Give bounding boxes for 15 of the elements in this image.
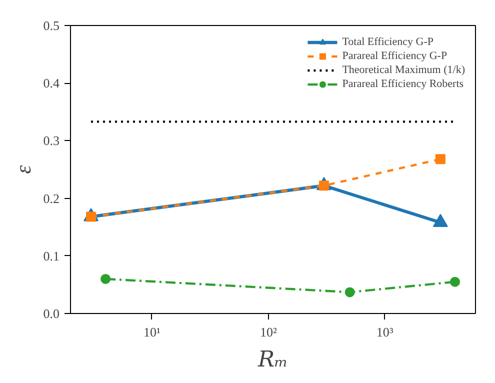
x-tick-label: 10³ bbox=[376, 324, 394, 340]
y-tick-label: 0.0 bbox=[43, 306, 60, 321]
y-tick-label: 0.4 bbox=[43, 76, 60, 91]
y-tick-label: 0.3 bbox=[43, 133, 60, 148]
y-tick-label: 0.5 bbox=[43, 18, 60, 33]
x-axis-title: Rₘ bbox=[256, 348, 288, 372]
x-tick-label: 10² bbox=[260, 324, 277, 340]
legend-label: Parareal Efficiency Roberts bbox=[342, 77, 464, 91]
legend-label: Parareal Efficiency G-P bbox=[342, 49, 448, 63]
y-axis-title: ε bbox=[10, 164, 36, 174]
y-tick-label: 0.1 bbox=[43, 248, 60, 264]
x-tick-label: 10¹ bbox=[143, 324, 160, 340]
legend-label: Theoretical Maximum (1/k) bbox=[342, 63, 465, 77]
legend-label: Total Efficiency G-P bbox=[342, 35, 434, 49]
y-tick-label: 0.2 bbox=[43, 190, 60, 206]
